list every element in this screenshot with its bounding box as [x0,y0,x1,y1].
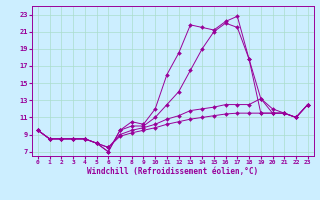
X-axis label: Windchill (Refroidissement éolien,°C): Windchill (Refroidissement éolien,°C) [87,167,258,176]
